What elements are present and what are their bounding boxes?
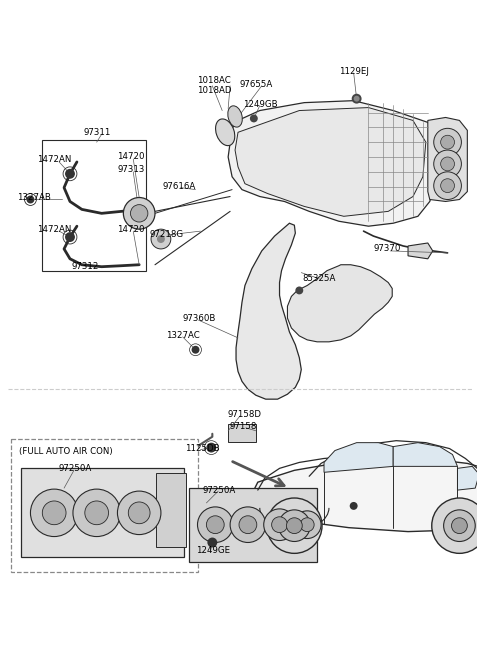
Circle shape — [434, 128, 461, 156]
Circle shape — [272, 517, 288, 533]
Circle shape — [85, 501, 108, 525]
Bar — [21, 468, 184, 557]
Circle shape — [432, 498, 480, 553]
Circle shape — [65, 232, 75, 242]
Polygon shape — [393, 443, 457, 466]
Circle shape — [441, 157, 455, 171]
Text: 97250A: 97250A — [203, 485, 236, 495]
Polygon shape — [457, 466, 479, 490]
Polygon shape — [288, 265, 392, 342]
Text: 97313: 97313 — [118, 165, 145, 174]
Circle shape — [30, 489, 78, 536]
Text: 1125DB: 1125DB — [185, 444, 219, 453]
Text: 97158D: 97158D — [227, 411, 261, 419]
Text: (FULL AUTO AIR CON): (FULL AUTO AIR CON) — [19, 447, 112, 456]
Polygon shape — [236, 223, 301, 399]
Text: 1472AN: 1472AN — [37, 225, 72, 234]
Text: 97655A: 97655A — [240, 81, 273, 89]
Text: 97360B: 97360B — [183, 314, 216, 323]
Circle shape — [151, 229, 171, 249]
Circle shape — [131, 204, 148, 222]
Circle shape — [441, 179, 455, 193]
Circle shape — [118, 491, 161, 534]
Circle shape — [295, 286, 303, 294]
Text: 97616A: 97616A — [163, 182, 196, 191]
Circle shape — [230, 507, 266, 542]
Circle shape — [192, 346, 200, 354]
Text: 14720: 14720 — [118, 225, 145, 234]
Circle shape — [350, 502, 358, 510]
Text: 1249GB: 1249GB — [243, 100, 277, 109]
Circle shape — [354, 96, 360, 102]
Polygon shape — [324, 443, 393, 472]
Ellipse shape — [216, 119, 235, 145]
Circle shape — [26, 196, 35, 204]
Circle shape — [352, 94, 361, 103]
Circle shape — [434, 172, 461, 200]
Circle shape — [128, 502, 150, 524]
Circle shape — [264, 509, 295, 540]
Text: 97312: 97312 — [72, 262, 99, 271]
Circle shape — [42, 501, 66, 525]
Circle shape — [444, 510, 475, 542]
Circle shape — [300, 517, 314, 532]
Circle shape — [73, 489, 120, 536]
Circle shape — [278, 510, 310, 542]
Polygon shape — [254, 458, 480, 532]
Circle shape — [239, 515, 257, 534]
Text: 1249GE: 1249GE — [196, 546, 230, 555]
Text: 1018AC: 1018AC — [197, 77, 231, 85]
Text: 97370: 97370 — [373, 244, 401, 253]
Circle shape — [452, 517, 468, 534]
Circle shape — [207, 538, 217, 548]
Text: 1018AD: 1018AD — [197, 86, 232, 95]
Circle shape — [267, 498, 322, 553]
Bar — [189, 488, 317, 562]
Ellipse shape — [228, 106, 242, 127]
Text: 97311: 97311 — [84, 128, 111, 137]
Text: 97250A: 97250A — [58, 464, 91, 473]
Circle shape — [206, 443, 216, 453]
Text: 14720: 14720 — [118, 153, 145, 162]
Text: 1327AB: 1327AB — [17, 193, 50, 202]
Circle shape — [157, 235, 165, 243]
Circle shape — [65, 169, 75, 179]
Text: 97158: 97158 — [229, 422, 256, 432]
Polygon shape — [228, 101, 438, 226]
Circle shape — [206, 515, 224, 534]
Bar — [156, 474, 186, 548]
Polygon shape — [428, 117, 468, 202]
Circle shape — [123, 198, 155, 229]
Bar — [228, 424, 256, 441]
Text: 1472AN: 1472AN — [37, 155, 72, 164]
Bar — [11, 439, 199, 572]
Text: 97218G: 97218G — [149, 230, 183, 238]
Circle shape — [441, 135, 455, 149]
Circle shape — [197, 507, 233, 542]
Bar — [42, 140, 146, 271]
Circle shape — [250, 115, 258, 122]
Circle shape — [434, 150, 461, 178]
Text: 1327AC: 1327AC — [166, 331, 200, 341]
Polygon shape — [235, 107, 426, 216]
Circle shape — [287, 517, 302, 534]
Text: 1129EJ: 1129EJ — [339, 67, 369, 75]
Polygon shape — [408, 243, 433, 259]
Text: 85325A: 85325A — [302, 274, 336, 283]
Circle shape — [293, 511, 321, 538]
